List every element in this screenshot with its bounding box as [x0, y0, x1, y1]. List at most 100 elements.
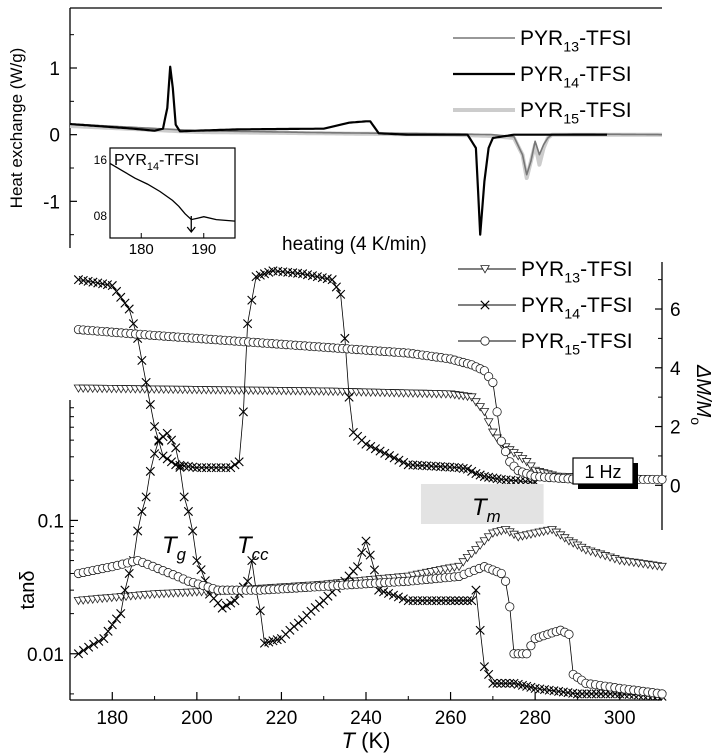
modulus-point	[521, 458, 532, 467]
modulus-point	[226, 463, 236, 473]
loss-point	[586, 689, 597, 699]
dsc-legend-label: PYR13-TFSI	[520, 27, 632, 55]
modulus-point	[166, 457, 177, 467]
loss-point	[314, 599, 325, 609]
modulus-point	[380, 448, 390, 458]
modulus-legend-label: PYR14-TFSI	[521, 294, 633, 322]
inset-label: PYR14-TFSI	[114, 152, 199, 173]
loss-point	[179, 492, 189, 502]
modulus-point	[370, 444, 380, 454]
modulus-legend-label: PYR13-TFSI	[521, 258, 633, 286]
loss-point	[133, 526, 143, 536]
loss-point	[445, 596, 456, 606]
loss-point	[417, 596, 427, 606]
dsc-legend-label: PYR14-TFSI	[520, 63, 632, 91]
modulus-point	[496, 436, 506, 446]
modulus-point	[492, 407, 502, 417]
loss-point	[467, 596, 477, 606]
loss-point	[89, 639, 99, 649]
modulus-point	[340, 333, 350, 343]
modulus-point	[389, 453, 399, 463]
loss-point	[247, 555, 257, 566]
loss-point	[403, 596, 413, 606]
loss-point	[221, 600, 232, 611]
loss-y-tick-label: 0.01	[27, 645, 64, 666]
inset-y-tick-label: 16	[94, 153, 108, 167]
loss-point	[454, 596, 464, 606]
modulus-point	[657, 474, 667, 485]
modulus-line-PYR14-TFSI	[78, 270, 536, 483]
modulus-point	[384, 451, 395, 461]
loss-point	[471, 585, 481, 595]
loss-point	[158, 432, 168, 442]
loss-point	[162, 428, 172, 438]
loss-point	[120, 585, 130, 595]
inset-x-tick-label: 180	[129, 241, 154, 258]
loss-point	[398, 594, 408, 604]
modulus-legend-marker	[480, 336, 490, 346]
dsc-line-PYR14-TFSI	[69, 65, 607, 236]
dsc-legend-label: PYR15-TFSI	[520, 99, 632, 127]
loss-point	[124, 568, 134, 579]
dsc-y-tick-label: 1	[49, 59, 60, 80]
loss-point	[526, 641, 536, 651]
loss-point	[462, 553, 473, 563]
tm-band	[420, 484, 544, 524]
loss-point	[192, 555, 202, 566]
x-axis-label: T (K)	[342, 728, 391, 753]
loss-point	[505, 678, 515, 688]
modulus-point	[327, 275, 337, 285]
modulus-y-axis-label: ΔM/Mo	[688, 364, 714, 425]
inset-arrow-icon	[186, 216, 196, 234]
modulus-point	[366, 441, 376, 452]
loss-point	[141, 492, 151, 502]
freq-label: 1 Hz	[584, 462, 621, 482]
loss-point	[361, 536, 371, 546]
loss-point	[217, 603, 227, 613]
loss-point	[365, 550, 375, 560]
inset-y-tick-label: 08	[94, 209, 108, 223]
loss-point	[213, 598, 223, 608]
loss-point	[488, 678, 498, 688]
modulus-point	[238, 407, 248, 417]
tcc-annotation: Tcc	[237, 532, 269, 564]
modulus-point	[471, 398, 481, 407]
inset-x-tick-label: 190	[191, 241, 216, 258]
loss-point	[475, 541, 486, 550]
dsc-heating-rate-label: heating (4 K/min)	[282, 234, 427, 255]
modulus-point	[120, 298, 130, 308]
modulus-point	[243, 319, 253, 329]
x-tick-label: 220	[266, 708, 298, 729]
loss-point	[427, 596, 437, 606]
loss-point	[441, 596, 451, 606]
modulus-point	[361, 439, 371, 449]
loss-point	[657, 562, 667, 572]
loss-point	[408, 596, 418, 606]
modulus-point	[145, 399, 155, 410]
modulus-point	[375, 446, 385, 456]
loss-point	[243, 576, 253, 586]
modulus-point	[107, 280, 117, 291]
loss-point	[183, 506, 193, 517]
loss-point	[175, 462, 185, 472]
loss-point	[475, 625, 485, 635]
loss-point	[230, 596, 240, 606]
modulus-point	[462, 464, 473, 474]
modulus-legend-marker	[480, 265, 490, 274]
loss-point	[422, 596, 432, 606]
tg-annotation: Tg	[162, 532, 187, 564]
loss-point	[496, 568, 506, 579]
loss-point	[484, 669, 494, 680]
modulus-point	[526, 462, 536, 471]
loss-point	[431, 596, 442, 606]
modulus-y-tick-label: 6	[670, 300, 681, 321]
modulus-legend-marker	[480, 300, 490, 310]
modulus-point	[234, 457, 244, 467]
x-tick-label: 180	[96, 708, 128, 729]
loss-point	[582, 689, 592, 699]
loss-point	[572, 689, 583, 699]
modulus-point	[500, 446, 511, 457]
x-tick-label: 260	[435, 708, 467, 729]
loss-point	[149, 449, 160, 459]
